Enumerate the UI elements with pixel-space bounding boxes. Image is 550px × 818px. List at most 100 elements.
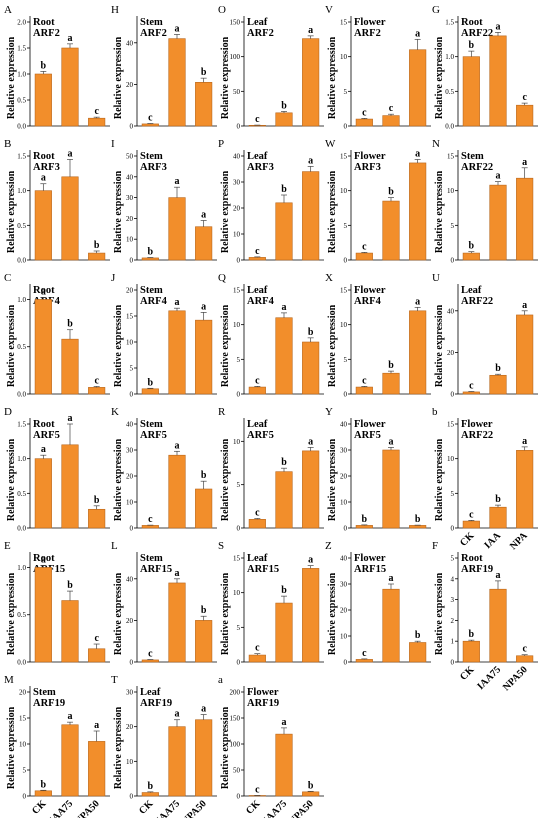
bar <box>462 640 480 663</box>
gene-label: ARF3 <box>247 162 274 173</box>
significance-letter: a <box>308 555 313 566</box>
tissue-label: Root <box>461 553 483 564</box>
gene-label: ARF19 <box>140 698 172 709</box>
bar <box>34 190 52 261</box>
y-tick-label: 1.0 <box>445 53 454 61</box>
bar <box>195 82 213 127</box>
bar <box>409 642 427 663</box>
y-tick-label: 1.0 <box>17 187 26 195</box>
significance-letter: a <box>175 297 180 308</box>
significance-letter: a <box>41 173 46 184</box>
y-tick-label: 1.5 <box>445 19 454 27</box>
significance-letter: b <box>415 630 421 641</box>
y-tick-label: 20 <box>126 473 134 481</box>
bar <box>489 588 507 663</box>
tissue-label: Stem <box>140 419 163 430</box>
gene-label: ARF5 <box>140 430 167 441</box>
significance-letter: b <box>469 629 475 640</box>
y-tick-label: 10 <box>233 321 241 329</box>
y-axis-label: Relative expression <box>113 572 124 655</box>
y-tick-label: 10 <box>340 321 348 329</box>
significance-letter: b <box>41 779 47 790</box>
significance-letter: b <box>469 241 475 252</box>
y-tick-label: 10 <box>126 339 134 347</box>
significance-letter: b <box>67 580 73 591</box>
bar <box>141 123 159 127</box>
bar <box>34 790 52 797</box>
y-tick-label: 1.0 <box>17 564 26 572</box>
y-tick-label: 15 <box>447 421 455 429</box>
panel-letter: J <box>111 272 116 284</box>
y-tick-label: 15 <box>340 287 348 295</box>
bar <box>409 310 427 395</box>
tissue-label: Leaf <box>247 419 268 430</box>
bar <box>355 386 373 395</box>
y-tick-label: 0.5 <box>445 88 454 96</box>
x-tick-label: NPA50 <box>287 798 316 818</box>
y-tick-label: 5 <box>451 555 455 563</box>
bar <box>355 525 373 529</box>
y-tick-label: 1.5 <box>17 421 26 429</box>
significance-letter: b <box>388 360 394 371</box>
bar <box>34 458 52 529</box>
significance-letter: b <box>148 247 154 258</box>
significance-letter: b <box>469 40 475 51</box>
bar <box>489 35 507 127</box>
significance-letter: a <box>175 176 180 187</box>
significance-letter: b <box>201 67 207 78</box>
x-tick-label: IAA75 <box>154 798 182 818</box>
y-axis-label: Relative expression <box>220 304 231 387</box>
y-tick-label: 0 <box>344 659 348 667</box>
y-tick-label: 30 <box>233 179 241 187</box>
significance-letter: b <box>67 319 73 330</box>
x-tick-label: CK <box>458 530 477 549</box>
y-tick-label: 0 <box>237 793 241 801</box>
gene-label: ARF15 <box>354 564 386 575</box>
panel-letter: b <box>432 406 438 418</box>
significance-letter: a <box>496 570 501 581</box>
significance-letter: a <box>201 704 206 715</box>
bar <box>195 319 213 395</box>
y-axis-label: Relative expression <box>434 36 445 119</box>
significance-letter: a <box>175 440 180 451</box>
panel-letter: P <box>218 138 224 150</box>
y-tick-label: 20 <box>126 723 134 731</box>
significance-letter: a <box>308 25 313 36</box>
panel-letter: E <box>4 540 11 552</box>
bar <box>61 338 79 395</box>
y-tick-label: 10 <box>233 438 241 446</box>
y-tick-label: 5 <box>23 767 27 775</box>
gene-label: ARF2 <box>33 28 60 39</box>
significance-letter: a <box>68 711 73 722</box>
y-tick-label: 15 <box>233 287 241 295</box>
bar <box>302 171 320 261</box>
bar <box>168 726 186 797</box>
bar <box>355 659 373 663</box>
panel-letter: H <box>111 4 119 16</box>
panel-letter: O <box>218 4 226 16</box>
significance-letter: c <box>389 103 394 114</box>
y-tick-label: 0 <box>237 257 241 265</box>
significance-letter: b <box>148 781 154 792</box>
significance-letter: c <box>148 514 153 525</box>
y-tick-label: 20 <box>233 205 241 213</box>
significance-letter: c <box>522 644 527 655</box>
significance-letter: a <box>522 300 527 311</box>
y-axis-label: Relative expression <box>434 438 445 521</box>
y-tick-label: 30 <box>340 447 348 455</box>
panel-letter: S <box>218 540 224 552</box>
significance-letter: b <box>495 494 501 505</box>
y-tick-label: 0.0 <box>17 659 26 667</box>
y-axis-label: Relative expression <box>434 304 445 387</box>
